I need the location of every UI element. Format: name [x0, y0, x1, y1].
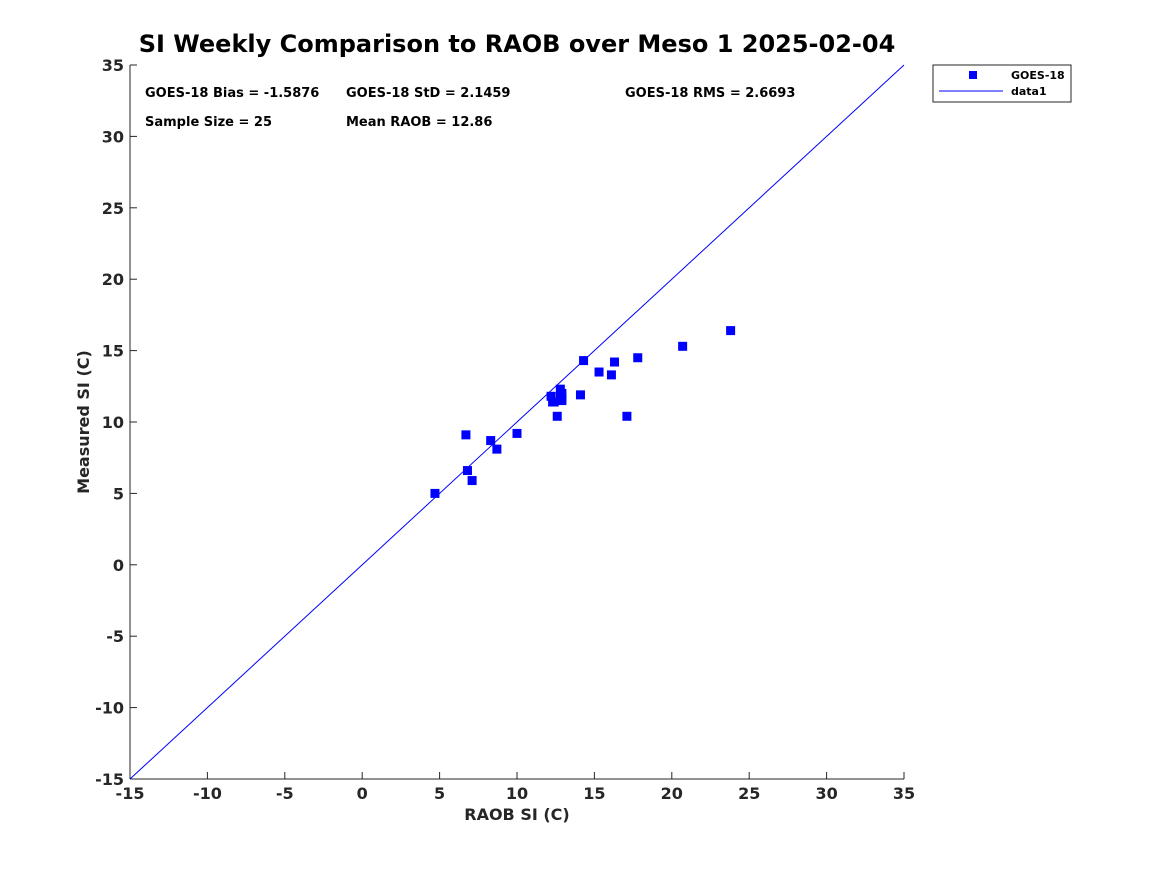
y-tick-label: 35 — [102, 56, 124, 75]
y-tick-label: 15 — [102, 342, 124, 361]
series-layer — [129, 64, 905, 780]
data-point — [549, 397, 559, 407]
data-point — [610, 357, 620, 367]
legend-label-goes-18: GOES-18 — [1011, 69, 1065, 82]
legend-box — [932, 64, 1072, 103]
data-point — [492, 444, 502, 454]
x-axis-label: RAOB SI (C) — [464, 805, 569, 824]
y-tick-label: 0 — [113, 556, 124, 575]
data-point — [622, 411, 632, 421]
y-tick-label: 5 — [113, 484, 124, 503]
x-tick-label: 5 — [434, 784, 445, 803]
x-axis-ticks: -15 -10 -5 0 5 10 15 20 25 30 35 — [116, 772, 915, 803]
stat-mean-raob: Mean RAOB = 12.86 — [346, 115, 492, 130]
data-point — [557, 393, 567, 403]
data-point — [606, 370, 616, 380]
stats-annotations: GOES-18 Bias = -1.5876 GOES-18 StD = 2.1… — [145, 86, 795, 130]
y-tick-label: -15 — [95, 770, 124, 789]
x-tick-label: 0 — [357, 784, 368, 803]
data-point — [467, 476, 477, 486]
y-axis-ticks: -15 -10 -5 0 5 10 15 20 25 30 35 — [95, 56, 137, 789]
data-point — [726, 326, 736, 336]
y-tick-label: 30 — [102, 127, 124, 146]
data-point — [486, 436, 496, 446]
x-tick-label: -15 — [116, 784, 145, 803]
x-tick-label: 20 — [661, 784, 683, 803]
legend: GOES-18 data1 — [932, 64, 1072, 103]
y-tick-label: -5 — [106, 627, 124, 646]
data-point — [678, 341, 688, 351]
y-tick-label: 20 — [102, 270, 124, 289]
x-tick-label: 30 — [815, 784, 837, 803]
data-point — [512, 428, 522, 438]
data-point — [575, 390, 585, 400]
x-tick-label: 25 — [738, 784, 760, 803]
data-point — [461, 430, 471, 440]
x-tick-label: -10 — [193, 784, 222, 803]
x-tick-label: 35 — [893, 784, 915, 803]
stat-std: GOES-18 StD = 2.1459 — [346, 86, 510, 101]
y-tick-label: 10 — [102, 413, 124, 432]
data-point — [633, 353, 643, 363]
legend-marker-goes-18 — [969, 71, 977, 79]
data-point — [552, 411, 562, 421]
data-point — [430, 488, 440, 498]
y-axis-label: Measured SI (C) — [74, 350, 93, 494]
stat-rms: GOES-18 RMS = 2.6693 — [625, 86, 795, 101]
data-point — [594, 367, 604, 377]
legend-label-data1: data1 — [1011, 85, 1047, 98]
stat-sample-size: Sample Size = 25 — [145, 115, 272, 130]
x-tick-label: -5 — [276, 784, 294, 803]
data-point — [579, 356, 589, 366]
data-point — [462, 466, 472, 476]
stat-bias: GOES-18 Bias = -1.5876 — [145, 86, 319, 101]
data-point — [546, 391, 556, 401]
x-tick-label: 15 — [583, 784, 605, 803]
series-line-data1 — [129, 64, 905, 780]
x-tick-label: 10 — [506, 784, 528, 803]
y-tick-label: -10 — [95, 699, 124, 718]
y-tick-label: 25 — [102, 199, 124, 218]
chart-title: SI Weekly Comparison to RAOB over Meso 1… — [139, 30, 896, 58]
